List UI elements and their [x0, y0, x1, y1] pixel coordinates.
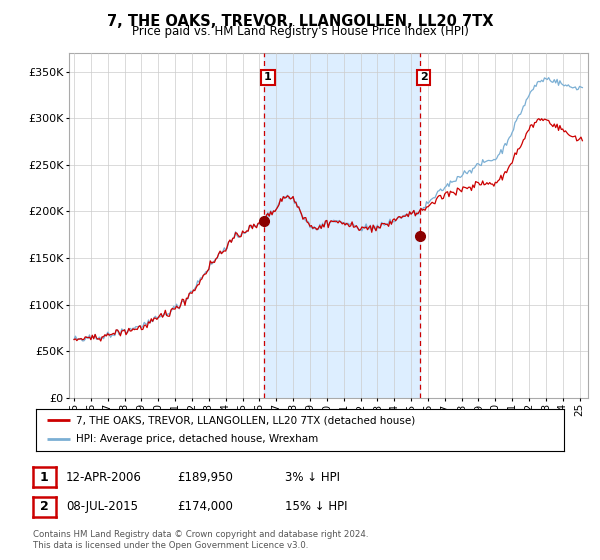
- Text: 7, THE OAKS, TREVOR, LLANGOLLEN, LL20 7TX (detached house): 7, THE OAKS, TREVOR, LLANGOLLEN, LL20 7T…: [76, 415, 415, 425]
- Text: 1: 1: [264, 72, 272, 82]
- Text: Price paid vs. HM Land Registry's House Price Index (HPI): Price paid vs. HM Land Registry's House …: [131, 25, 469, 38]
- Text: 08-JUL-2015: 08-JUL-2015: [66, 500, 138, 514]
- Text: 15% ↓ HPI: 15% ↓ HPI: [285, 500, 347, 514]
- Text: 12-APR-2006: 12-APR-2006: [66, 470, 142, 484]
- Text: 3% ↓ HPI: 3% ↓ HPI: [285, 470, 340, 484]
- Text: 2: 2: [40, 500, 49, 514]
- Text: HPI: Average price, detached house, Wrexham: HPI: Average price, detached house, Wrex…: [76, 435, 318, 445]
- Text: Contains HM Land Registry data © Crown copyright and database right 2024.: Contains HM Land Registry data © Crown c…: [33, 530, 368, 539]
- Text: £189,950: £189,950: [177, 470, 233, 484]
- Text: 1: 1: [40, 470, 49, 484]
- Text: 2: 2: [420, 72, 428, 82]
- Text: £174,000: £174,000: [177, 500, 233, 514]
- Bar: [264, 53, 420, 398]
- Text: This data is licensed under the Open Government Licence v3.0.: This data is licensed under the Open Gov…: [33, 541, 308, 550]
- Text: 7, THE OAKS, TREVOR, LLANGOLLEN, LL20 7TX: 7, THE OAKS, TREVOR, LLANGOLLEN, LL20 7T…: [107, 14, 493, 29]
